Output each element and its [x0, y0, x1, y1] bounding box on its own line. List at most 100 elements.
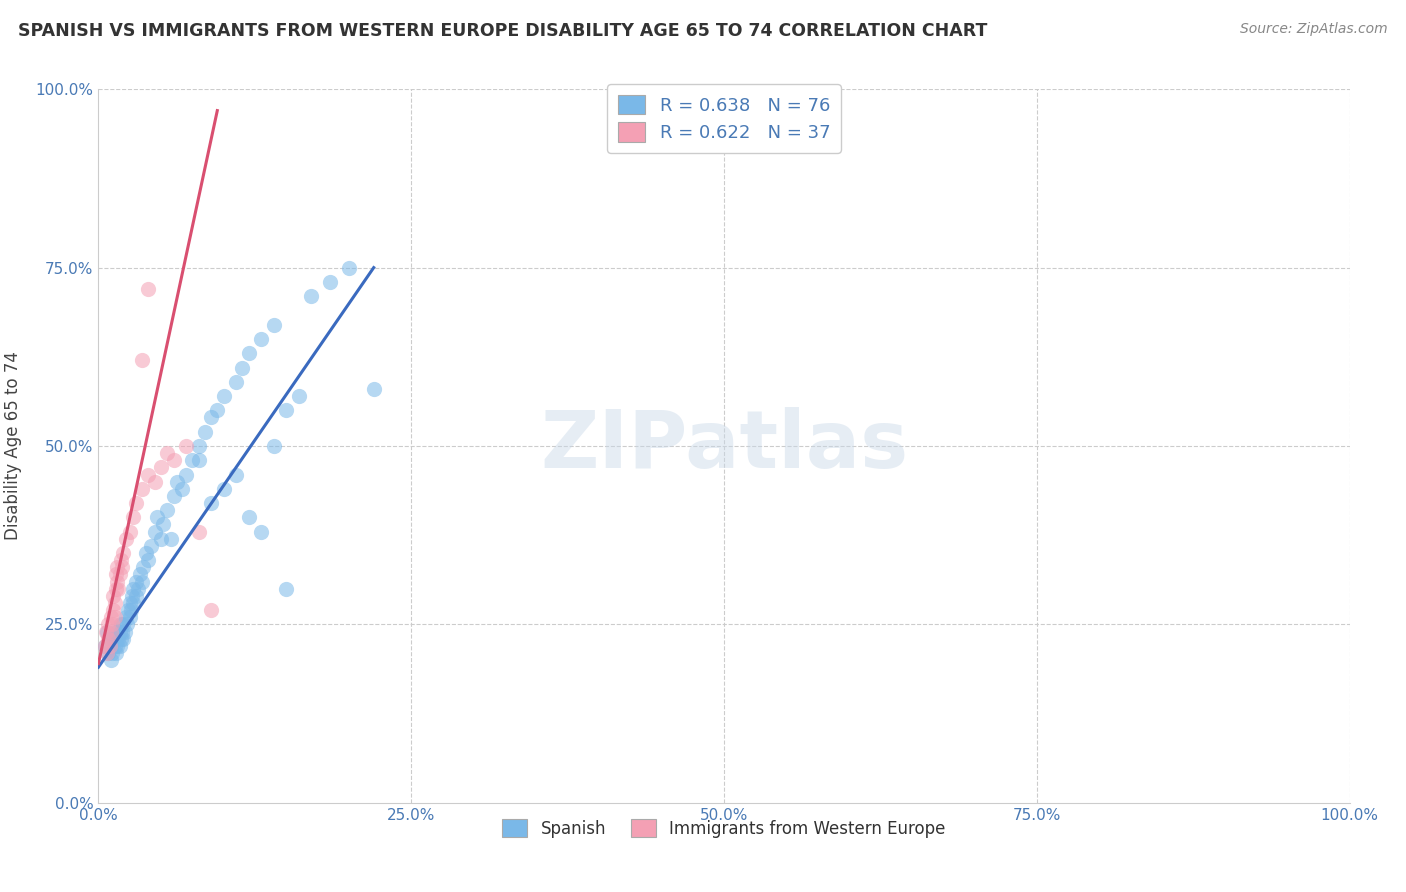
Point — [97, 646, 120, 660]
Point — [93, 639, 115, 653]
Point — [122, 510, 145, 524]
Point — [111, 560, 134, 574]
Point — [100, 639, 122, 653]
Point — [187, 439, 209, 453]
Point — [194, 425, 217, 439]
Point — [107, 582, 129, 596]
Legend: Spanish, Immigrants from Western Europe: Spanish, Immigrants from Western Europe — [496, 813, 952, 845]
Point — [115, 532, 138, 546]
Point — [143, 524, 166, 539]
Point — [105, 639, 128, 653]
Point — [363, 382, 385, 396]
Point — [114, 624, 136, 639]
Y-axis label: Disability Age 65 to 74: Disability Age 65 to 74 — [4, 351, 21, 541]
Point — [103, 632, 125, 646]
Point — [118, 610, 141, 624]
Point — [150, 532, 173, 546]
Point — [108, 624, 131, 639]
Point — [105, 560, 128, 574]
Point — [108, 567, 131, 582]
Point — [299, 289, 322, 303]
Point — [138, 467, 160, 482]
Point — [200, 410, 222, 425]
Point — [156, 446, 179, 460]
Point — [103, 603, 125, 617]
Point — [110, 617, 132, 632]
Point — [93, 639, 115, 653]
Point — [104, 596, 127, 610]
Point — [274, 582, 298, 596]
Point — [160, 532, 183, 546]
Point — [115, 610, 138, 624]
Point — [274, 403, 298, 417]
Point — [225, 467, 247, 482]
Point — [139, 539, 162, 553]
Point — [128, 567, 150, 582]
Point — [108, 639, 131, 653]
Point — [174, 467, 197, 482]
Point — [125, 496, 148, 510]
Point — [104, 582, 127, 596]
Text: SPANISH VS IMMIGRANTS FROM WESTERN EUROPE DISABILITY AGE 65 TO 74 CORRELATION CH: SPANISH VS IMMIGRANTS FROM WESTERN EUROP… — [18, 22, 987, 40]
Point — [263, 439, 285, 453]
Point — [105, 624, 128, 639]
Point — [111, 624, 134, 639]
Point — [127, 582, 149, 596]
Point — [104, 632, 127, 646]
Point — [115, 617, 138, 632]
Point — [104, 646, 127, 660]
Point — [104, 624, 127, 639]
Point — [101, 617, 124, 632]
Point — [207, 403, 229, 417]
Text: Source: ZipAtlas.com: Source: ZipAtlas.com — [1240, 22, 1388, 37]
Point — [112, 546, 135, 560]
Point — [94, 624, 117, 639]
Point — [146, 510, 169, 524]
Point — [143, 475, 166, 489]
Point — [118, 596, 141, 610]
Point — [121, 589, 143, 603]
Point — [100, 653, 122, 667]
Point — [112, 632, 135, 646]
Point — [132, 560, 155, 574]
Point — [97, 632, 120, 646]
Point — [101, 646, 124, 660]
Point — [122, 582, 145, 596]
Point — [103, 589, 125, 603]
Point — [125, 589, 148, 603]
Point — [181, 453, 204, 467]
Point — [152, 517, 174, 532]
Point — [238, 346, 260, 360]
Point — [97, 617, 120, 632]
Point — [187, 524, 209, 539]
Point — [200, 496, 222, 510]
Point — [156, 503, 179, 517]
Point — [162, 453, 184, 467]
Point — [96, 646, 118, 660]
Point — [187, 453, 209, 467]
Point — [131, 574, 153, 589]
Point — [238, 510, 260, 524]
Point — [250, 524, 273, 539]
Point — [104, 567, 127, 582]
Point — [118, 524, 141, 539]
Point — [319, 275, 342, 289]
Point — [166, 475, 188, 489]
Point — [122, 596, 145, 610]
Point — [212, 389, 235, 403]
Point — [105, 574, 128, 589]
Point — [138, 282, 160, 296]
Point — [231, 360, 253, 375]
Point — [135, 546, 157, 560]
Point — [337, 260, 360, 275]
Point — [104, 610, 127, 624]
Point — [162, 489, 184, 503]
Point — [200, 603, 222, 617]
Point — [174, 439, 197, 453]
Point — [250, 332, 273, 346]
Point — [117, 603, 139, 617]
Text: ZIPatlas: ZIPatlas — [540, 407, 908, 485]
Point — [212, 482, 235, 496]
Point — [100, 624, 122, 639]
Point — [120, 603, 142, 617]
